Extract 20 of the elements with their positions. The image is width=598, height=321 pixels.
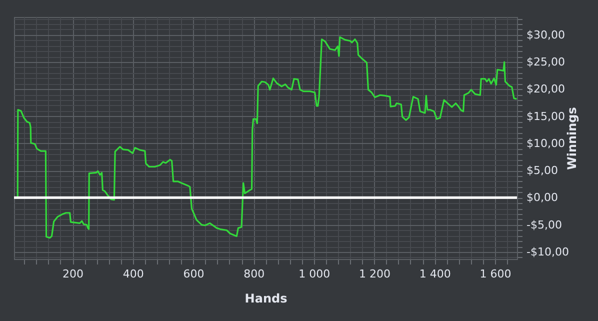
y-axis-title: Winnings: [564, 107, 579, 170]
x-tick-label: 1 000: [298, 268, 330, 280]
y-tick-label: -$10,00: [526, 245, 569, 258]
x-tick-label: 600: [183, 268, 204, 280]
x-tick-label: 800: [244, 268, 265, 280]
y-tick-label: -$5,00: [526, 218, 562, 232]
y-tick-label: $20,00: [526, 82, 565, 96]
y-tick-label: $25,00: [526, 56, 565, 69]
x-tick-label: 1 200: [359, 268, 391, 280]
x-tick-label: 200: [62, 268, 84, 280]
x-axis-title: Hands: [244, 292, 288, 306]
x-tick-label: 400: [122, 268, 144, 280]
x-tick-label: 1 400: [419, 268, 451, 280]
y-tick-label: $15,00: [526, 110, 565, 123]
y-tick-label: $10,00: [526, 136, 565, 150]
line-series: [14, 36, 517, 239]
y-tick-label: $0,00: [526, 191, 558, 204]
y-tick-label: $5,00: [526, 164, 558, 178]
x-tick-label: 1 600: [480, 268, 512, 280]
y-tick-label: $30,00: [526, 28, 565, 42]
